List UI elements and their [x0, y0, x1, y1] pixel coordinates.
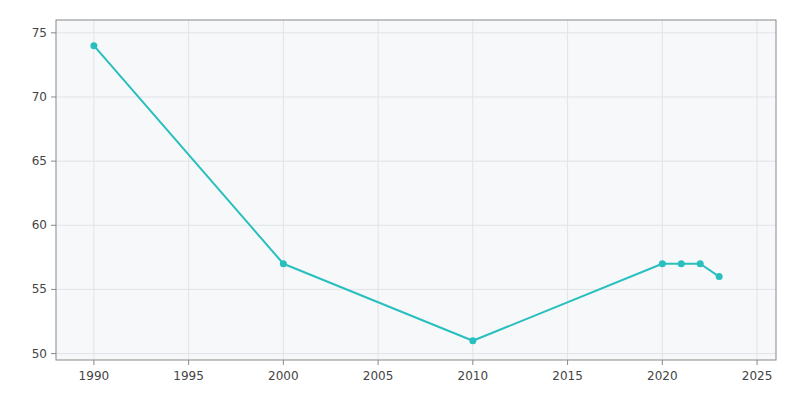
y-tick	[51, 161, 56, 162]
axes: 1990 1995 2000 2005 2010 2015 2020 2025 50 55 60 65…	[32, 26, 773, 383]
x-tick	[188, 360, 189, 365]
x-tick-label: 1990	[79, 369, 110, 383]
y-tick-label: 60	[32, 218, 47, 232]
x-grid-line	[472, 20, 473, 360]
plot-area	[56, 20, 776, 360]
x-tick	[378, 360, 379, 365]
point	[280, 260, 287, 267]
point	[469, 337, 476, 344]
point	[697, 260, 704, 267]
y-tick	[51, 353, 56, 354]
y-tick-label: 65	[32, 154, 47, 168]
chart-container: 1990 1995 2000 2005 2010 2015 2020 2025 50 55 60 65…	[0, 0, 800, 400]
y-tick-label: 70	[32, 90, 47, 104]
x-tick-label: 2020	[647, 369, 678, 383]
y-tick	[51, 32, 56, 33]
y-tick	[51, 289, 56, 290]
x-grid-line	[93, 20, 94, 360]
x-grid-line	[757, 20, 758, 360]
y-grid-line	[56, 96, 776, 97]
y-tick	[51, 96, 56, 97]
chart-svg: 1990 1995 2000 2005 2010 2015 2020 2025 50 55 60 65…	[0, 0, 800, 400]
y-grid-line	[56, 32, 776, 33]
point	[659, 260, 666, 267]
x-tick-label: 2000	[268, 369, 299, 383]
x-tick-label: 2015	[552, 369, 583, 383]
x-tick	[283, 360, 284, 365]
y-grid-line	[56, 161, 776, 162]
y-tick	[51, 225, 56, 226]
x-grid-line	[378, 20, 379, 360]
x-tick	[662, 360, 663, 365]
x-tick	[472, 360, 473, 365]
line	[94, 46, 719, 341]
x-tick	[93, 360, 94, 365]
y-tick-label: 75	[32, 26, 47, 40]
x-grid-line	[662, 20, 663, 360]
point	[678, 260, 685, 267]
x-tick	[567, 360, 568, 365]
y-grid-line	[56, 289, 776, 290]
x-tick-label: 2005	[363, 369, 394, 383]
point	[716, 273, 723, 280]
x-tick	[757, 360, 758, 365]
x-grid-line	[283, 20, 284, 360]
x-tick-label: 2010	[458, 369, 489, 383]
x-grid-line	[567, 20, 568, 360]
y-grid-line	[56, 353, 776, 354]
y-grid-line	[56, 225, 776, 226]
x-grid-line	[188, 20, 189, 360]
point	[90, 42, 97, 49]
y-tick-label: 50	[32, 347, 47, 361]
grid	[56, 20, 776, 360]
series	[90, 42, 722, 344]
x-tick-label: 2025	[742, 369, 773, 383]
x-tick-label: 1995	[173, 369, 204, 383]
y-tick-label: 55	[32, 282, 47, 296]
plot-frame	[56, 20, 776, 360]
